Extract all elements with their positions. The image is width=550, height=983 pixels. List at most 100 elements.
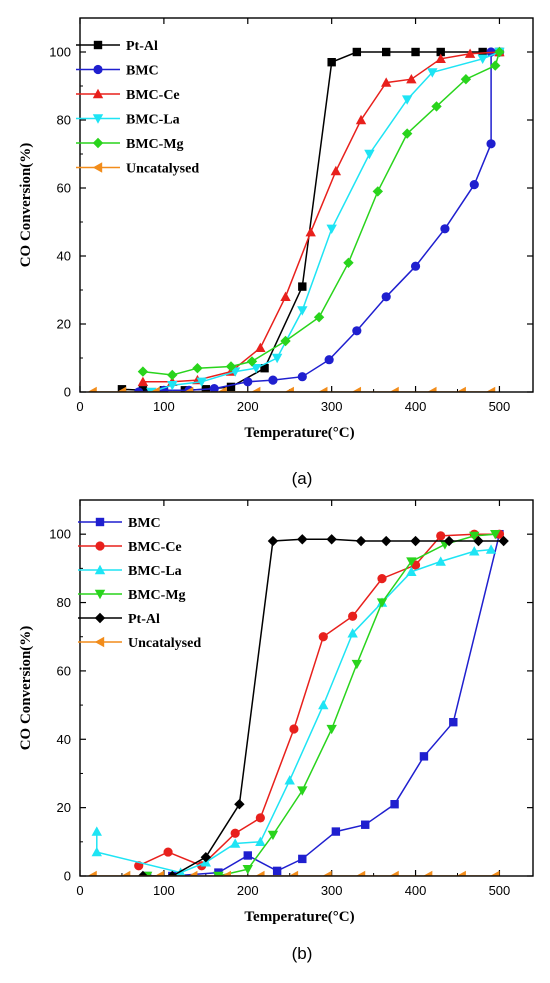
y-tick-label: 0 [64,385,71,400]
y-tick-label: 60 [57,663,71,678]
legend-label: BMC-Ce [126,88,180,103]
data-point [485,544,497,554]
legend-label: Uncatalysed [126,162,199,177]
data-point [410,261,421,271]
data-point [331,827,341,836]
data-point [343,257,354,268]
legend-item: BMC-La [76,113,180,128]
legend-marker [92,88,104,99]
legend-label: BMC [128,516,161,531]
data-point [380,77,392,87]
series-bmc [134,47,505,392]
data-point [234,799,245,810]
data-point [456,386,466,392]
data-point [255,836,266,847]
series-line [142,51,501,376]
y-axis-title: CO Conversion(%) [18,143,34,268]
y-tick-label: 20 [57,800,71,815]
legend-label: Pt-Al [128,612,160,627]
series-bmc-mg [137,46,505,381]
data-point [435,556,446,566]
y-tick-label: 20 [57,317,71,332]
data-point [469,546,480,556]
data-point [376,598,388,608]
data-point [326,224,337,234]
plot-frame [79,17,534,393]
x-tick-label: 500 [489,399,511,414]
data-point [478,47,487,57]
data-point [268,375,278,385]
x-tick-label: 200 [237,883,259,898]
legend-marker [94,564,106,575]
chart-panel-a: 0 100 200 300 400 500 0 20 40 60 80 100 Pt-Al BMC BMC-… [18,17,534,488]
data-point [167,369,178,381]
data-point [406,557,417,567]
series-line [142,51,500,383]
data-point [456,870,466,876]
data-point [477,54,488,64]
data-point [280,335,291,347]
data-point [297,306,308,316]
series-uncatalysed [87,386,496,392]
legend-item: BMC-Ce [76,88,180,103]
data-point [284,775,295,785]
y-tick-label: 0 [64,869,71,884]
data-point [246,356,258,367]
x-tick-label: 400 [405,399,427,414]
y-tick-label: 40 [57,732,71,747]
data-point [230,828,240,838]
legend-marker [94,589,106,600]
legend-marker [92,137,104,149]
data-point [411,47,420,57]
data-point [225,361,237,372]
data-point [401,95,413,105]
data-point [490,60,501,71]
legend-item: BMC-La [78,564,182,579]
legend-marker [95,517,105,527]
x-tick-label: 0 [76,399,83,414]
data-point [188,870,198,876]
legend-label: BMC-Mg [126,137,184,152]
data-point [348,611,358,621]
data-point [163,847,173,857]
data-point [436,531,446,541]
legend-label: Pt-Al [126,39,158,54]
x-tick-label: 500 [489,883,511,898]
legend-item: BMC-Mg [78,588,186,603]
legend-item: BMC-Mg [76,137,184,152]
series-line [151,51,500,392]
data-point [324,355,334,365]
data-point [318,699,329,710]
legend-marker [92,114,104,124]
data-point [351,659,363,670]
data-point [242,864,253,875]
legend-label: BMC-La [126,113,180,128]
data-point [134,387,144,392]
legend-item: Pt-Al [76,39,158,54]
data-point [440,224,450,234]
x-tick-label: 100 [153,399,175,414]
data-point [255,342,266,352]
data-point [267,830,279,841]
data-point [381,292,391,302]
legend: BMC BMC-Ce BMC-La BMC-Mg Pt-Al Uncatalysed [78,516,201,651]
series-uncatalysed [87,870,500,876]
data-point [469,531,480,542]
data-point [361,820,370,829]
legend-item: BMC [78,516,161,531]
data-point [449,717,458,727]
data-point [221,870,232,876]
data-point [183,386,194,392]
data-point [117,385,127,392]
data-point [390,800,399,809]
series-line [96,548,492,874]
data-point [120,870,131,876]
data-point [200,852,212,863]
data-point [284,386,294,392]
data-point [427,68,438,78]
data-point [330,165,342,176]
x-axis-title: Temperature(°C) [244,909,354,925]
series-bmc [142,529,504,876]
legend-item: Uncatalysed [76,162,199,177]
data-point [137,870,149,876]
